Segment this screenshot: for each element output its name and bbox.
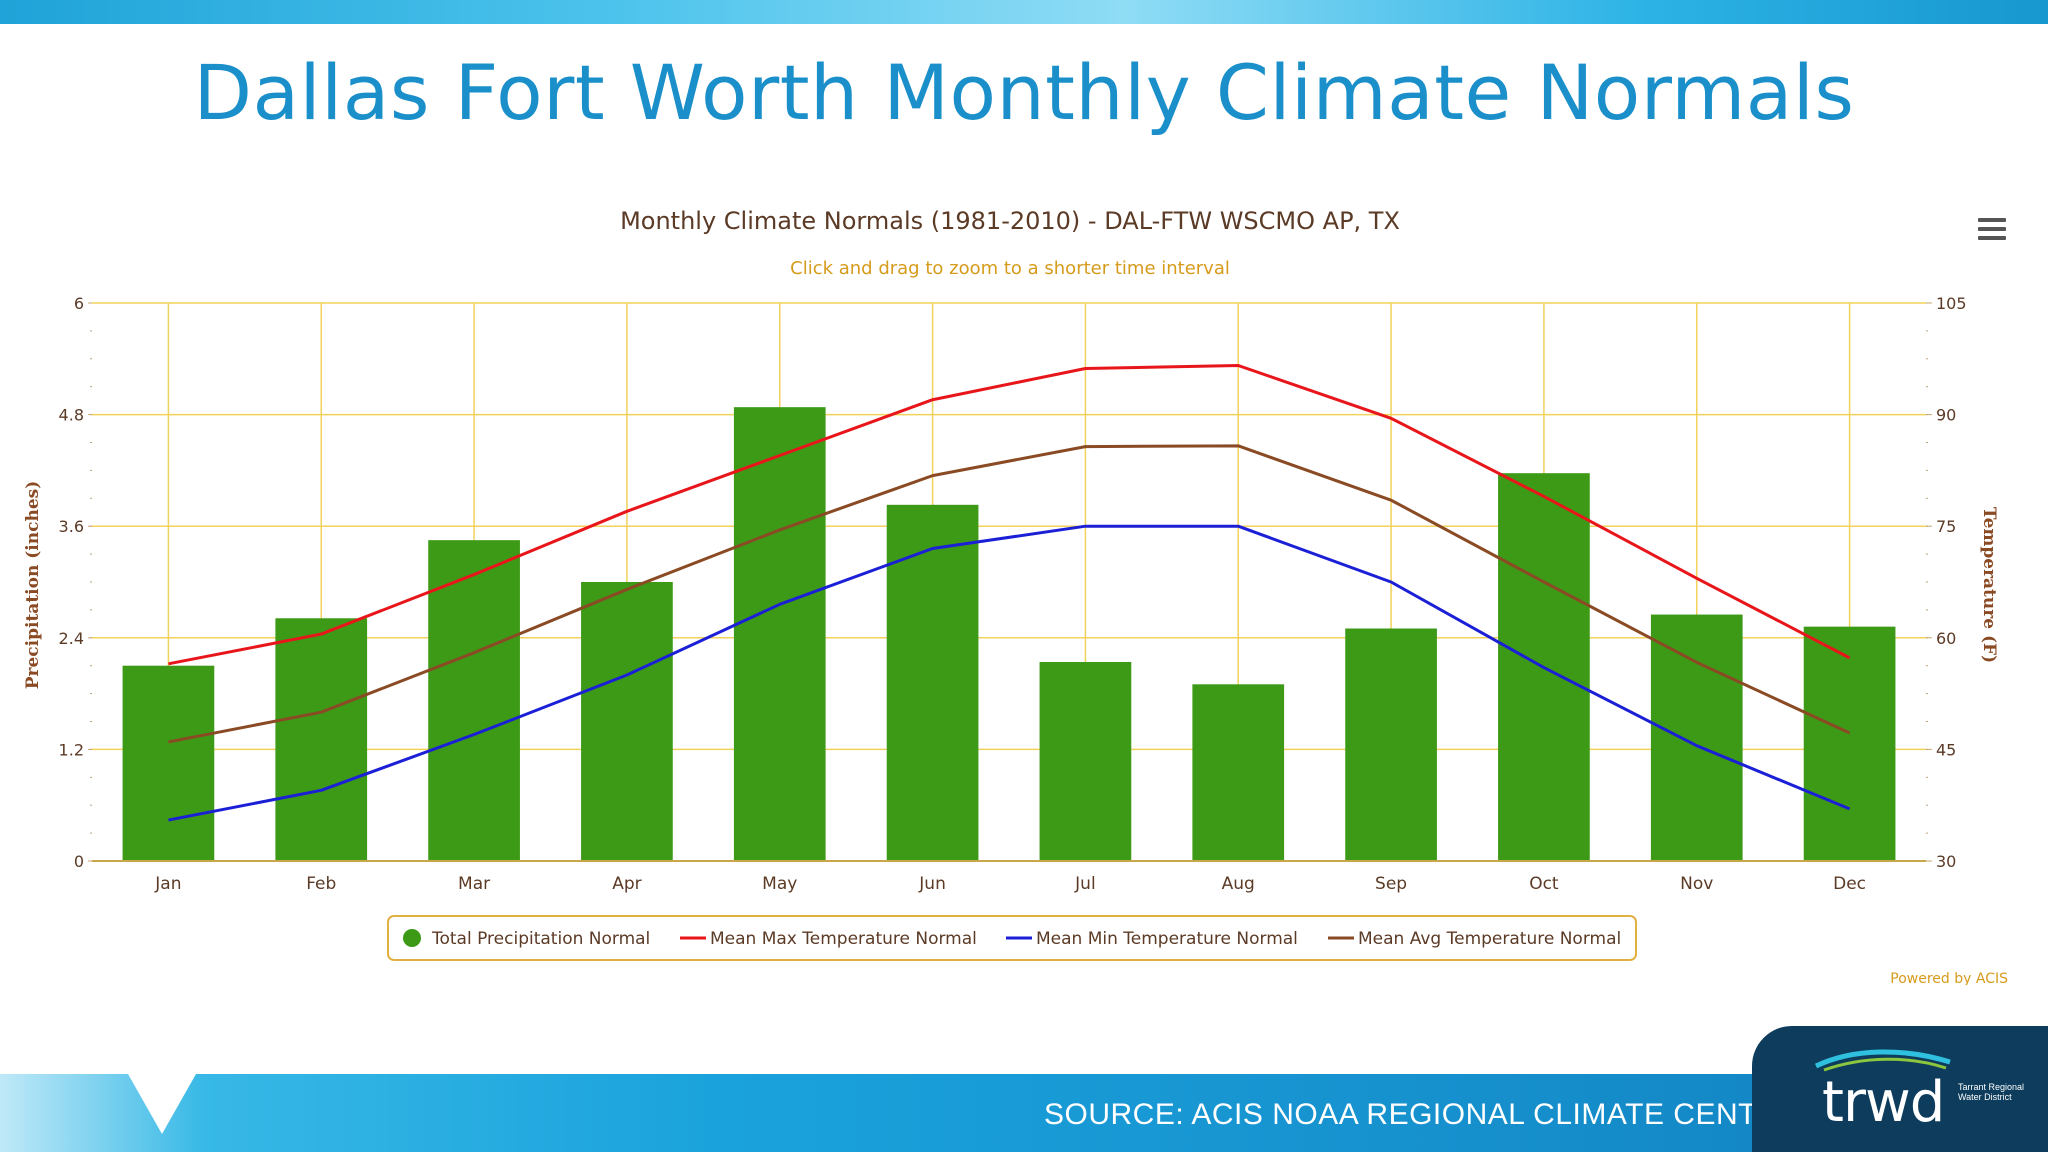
y-tick-label-left: 4.8 — [59, 406, 84, 425]
source-caption: SOURCE: ACIS NOAA REGIONAL CLIMATE CENTE… — [1044, 1098, 1800, 1131]
precip-bar-nov — [1650, 614, 1743, 861]
y-tick-label-left: 6 — [74, 294, 84, 313]
bars-layer — [122, 407, 1896, 861]
legend: Total Precipitation Normal Mean Max Tempe… — [387, 915, 1637, 961]
legend-item-precip: Total Precipitation Normal — [431, 929, 650, 949]
logo-subtext: Tarrant Regional Water District — [1958, 1082, 2025, 1102]
precip-bar-mar — [428, 540, 520, 861]
y-tick-label-right: 60 — [1936, 629, 1956, 648]
y-tick-label-left: 1.2 — [59, 740, 84, 759]
x-tick-label: Feb — [306, 874, 336, 894]
bottom-decor-band — [0, 1074, 2048, 1152]
x-tick-label: Oct — [1529, 874, 1559, 894]
y-tick-label-left: 3.6 — [59, 517, 84, 536]
precip-bar-apr — [581, 582, 673, 861]
legend-dot-icon — [403, 929, 421, 947]
logo-wave-icon — [1814, 1049, 1951, 1072]
y-tick-label-right: 105 — [1936, 294, 1967, 313]
y-tick-label-right: 45 — [1936, 740, 1956, 759]
chart-menu-icon[interactable] — [1978, 218, 2006, 240]
chart-subtitle: Click and drag to zoom to a shorter time… — [790, 258, 1230, 279]
y-tick-label-left: 0 — [74, 852, 84, 871]
chart-title: Monthly Climate Normals (1981-2010) - DA… — [620, 207, 1400, 235]
x-tick-label: Jul — [1074, 874, 1096, 894]
y-tick-label-right: 30 — [1936, 852, 1956, 871]
x-tick-label: Sep — [1375, 874, 1407, 894]
y-tick-label-left: 2.4 — [59, 629, 84, 648]
top-decor-band — [0, 0, 2048, 24]
legend-item-min: Mean Min Temperature Normal — [1036, 929, 1298, 949]
precip-bar-dec — [1803, 626, 1896, 861]
logo-wordmark: trwd — [1822, 1070, 1945, 1135]
y-axis-label-right: Temperature (F) — [1979, 507, 1999, 663]
x-tick-label: Nov — [1680, 874, 1713, 894]
x-tick-label: Mar — [458, 874, 490, 894]
x-tick-label: Aug — [1222, 874, 1255, 894]
precip-bar-feb — [275, 618, 368, 861]
precip-bar-jan — [122, 665, 215, 861]
max-temp-line — [168, 363, 1851, 666]
x-tick-label: Jun — [918, 874, 946, 894]
legend-item-avg: Mean Avg Temperature Normal — [1358, 929, 1621, 949]
chart[interactable]: 0 1.2 2.4 3.6 4.8 6 30 45 60 75 90 105 Jan Feb Mar Apr M… — [0, 185, 2048, 985]
x-tick-label: May — [762, 874, 797, 894]
y-tick-label-right: 75 — [1936, 517, 1956, 536]
precip-bar-may — [733, 407, 826, 861]
precip-bar-jun — [886, 504, 979, 861]
legend-item-max: Mean Max Temperature Normal — [710, 929, 977, 949]
x-tick-label: Apr — [612, 874, 641, 894]
chart-credit[interactable]: Powered by ACIS — [1890, 971, 2008, 985]
precip-bar-aug — [1192, 684, 1285, 861]
precip-bar-sep — [1345, 628, 1437, 861]
x-tick-label: Dec — [1833, 874, 1866, 894]
axes-layer: 0 1.2 2.4 3.6 4.8 6 30 45 60 75 90 105 Jan Feb Mar Apr M… — [59, 294, 1967, 894]
bottom-notch-decor — [128, 1074, 196, 1134]
y-tick-label-right: 90 — [1936, 406, 1956, 425]
trwd-logo: trwd Tarrant Regional Water District — [1752, 1026, 2048, 1152]
precip-bar-jul — [1039, 661, 1132, 861]
min-temp-line — [168, 524, 1851, 822]
y-axis-label-left: Precipitation (inches) — [23, 481, 43, 690]
x-tick-label: Jan — [154, 874, 181, 894]
slide-title: Dallas Fort Worth Monthly Climate Normal… — [193, 48, 1855, 137]
lines-layer — [168, 363, 1851, 822]
avg-temp-line — [168, 444, 1851, 744]
